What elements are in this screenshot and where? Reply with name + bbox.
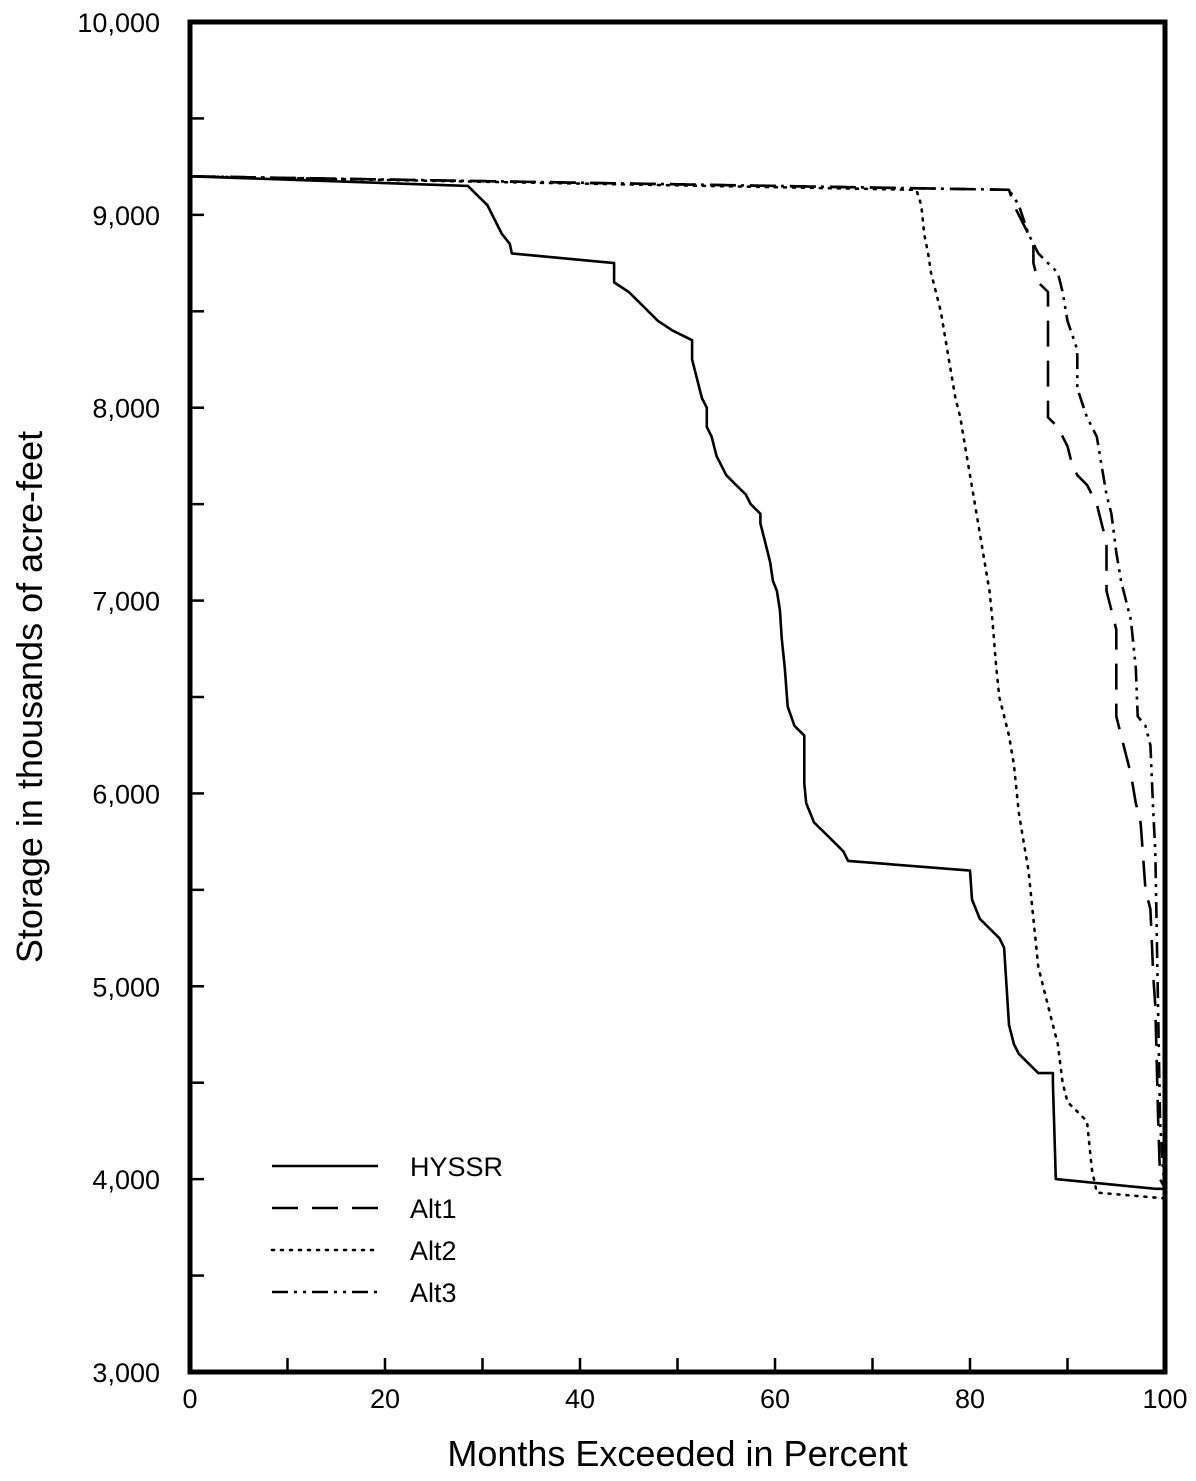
series-line-alt1 [189,175,1167,1190]
series-line-alt2 [188,175,1167,1200]
series-line-alt3 [189,175,1167,1189]
x-tick-label: 0 [182,1384,197,1414]
series-curves [188,175,1167,1200]
plot-frame [187,19,1168,1375]
tick-labels: 0 20 40 60 80 100 3,000 4,000 5,000 6,000 7,000 8,0… [77,8,1187,1414]
x-tick-label: 20 [370,1384,400,1414]
x-tick-label: 60 [760,1384,790,1414]
axis-ticks [188,20,1167,1374]
legend: HYSSR Alt1 Alt2 Alt3 [270,1152,503,1308]
legend-label-alt3: Alt3 [410,1278,457,1308]
y-tick-label: 3,000 [92,1358,160,1388]
legend-label-alt1: Alt1 [410,1194,457,1224]
y-tick-label: 7,000 [92,587,160,617]
y-tick-label: 5,000 [92,972,160,1002]
y-tick-label: 8,000 [92,394,160,424]
series-line-hyssr [189,175,1165,1191]
x-tick-label: 100 [1142,1384,1187,1414]
x-tick-label: 40 [565,1384,595,1414]
y-tick-label: 10,000 [77,8,160,38]
x-tick-label: 80 [955,1384,985,1414]
y-axis-title: Storage in thousands of acre-feet [9,431,50,963]
y-tick-label: 4,000 [92,1165,160,1195]
legend-label-alt2: Alt2 [410,1236,457,1266]
y-tick-label: 9,000 [92,201,160,231]
legend-label-hyssr: HYSSR [410,1152,503,1182]
x-axis-title: Months Exceeded in Percent [447,1433,907,1474]
y-tick-label: 6,000 [92,779,160,809]
